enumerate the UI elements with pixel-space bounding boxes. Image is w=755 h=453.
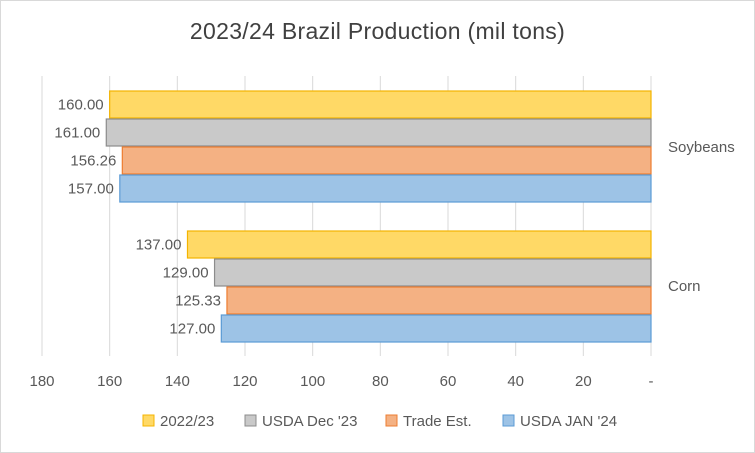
x-tick-label: 120 bbox=[232, 373, 257, 390]
category-label: Corn bbox=[668, 278, 701, 295]
legend-swatch bbox=[244, 414, 257, 427]
data-label: 127.00 bbox=[169, 321, 215, 338]
bar bbox=[213, 258, 652, 287]
x-tick-label: 140 bbox=[165, 373, 190, 390]
legend-label: Trade Est. bbox=[403, 413, 472, 430]
legend-label: USDA JAN '24 bbox=[520, 413, 617, 430]
bar bbox=[186, 230, 652, 259]
data-label: 125.33 bbox=[175, 293, 221, 310]
data-label: 129.00 bbox=[163, 265, 209, 282]
legend-label: USDA Dec '23 bbox=[262, 413, 357, 430]
legend-swatch bbox=[142, 414, 155, 427]
x-tick-label: 160 bbox=[97, 373, 122, 390]
data-label: 160.00 bbox=[58, 97, 104, 114]
bar bbox=[121, 146, 652, 175]
legend-label: 2022/23 bbox=[160, 413, 214, 430]
bar bbox=[220, 314, 652, 343]
x-tick-label: 60 bbox=[440, 373, 457, 390]
x-tick-label: - bbox=[649, 373, 654, 390]
bar bbox=[109, 90, 652, 119]
data-label: 156.26 bbox=[70, 153, 116, 170]
legend-swatch bbox=[502, 414, 515, 427]
x-tick-label: 100 bbox=[300, 373, 325, 390]
data-label: 157.00 bbox=[68, 181, 114, 198]
x-tick-label: 20 bbox=[575, 373, 592, 390]
chart-title: 2023/24 Brazil Production (mil tons) bbox=[189, 18, 566, 44]
x-tick-label: 80 bbox=[372, 373, 389, 390]
bar bbox=[226, 286, 652, 315]
x-tick-label: 180 bbox=[29, 373, 54, 390]
x-tick-label: 40 bbox=[507, 373, 524, 390]
category-label: Soybeans bbox=[668, 139, 735, 156]
data-label: 137.00 bbox=[136, 237, 182, 254]
data-label: 161.00 bbox=[54, 125, 100, 142]
bar bbox=[105, 118, 652, 147]
legend-swatch bbox=[385, 414, 398, 427]
bar bbox=[119, 174, 652, 203]
